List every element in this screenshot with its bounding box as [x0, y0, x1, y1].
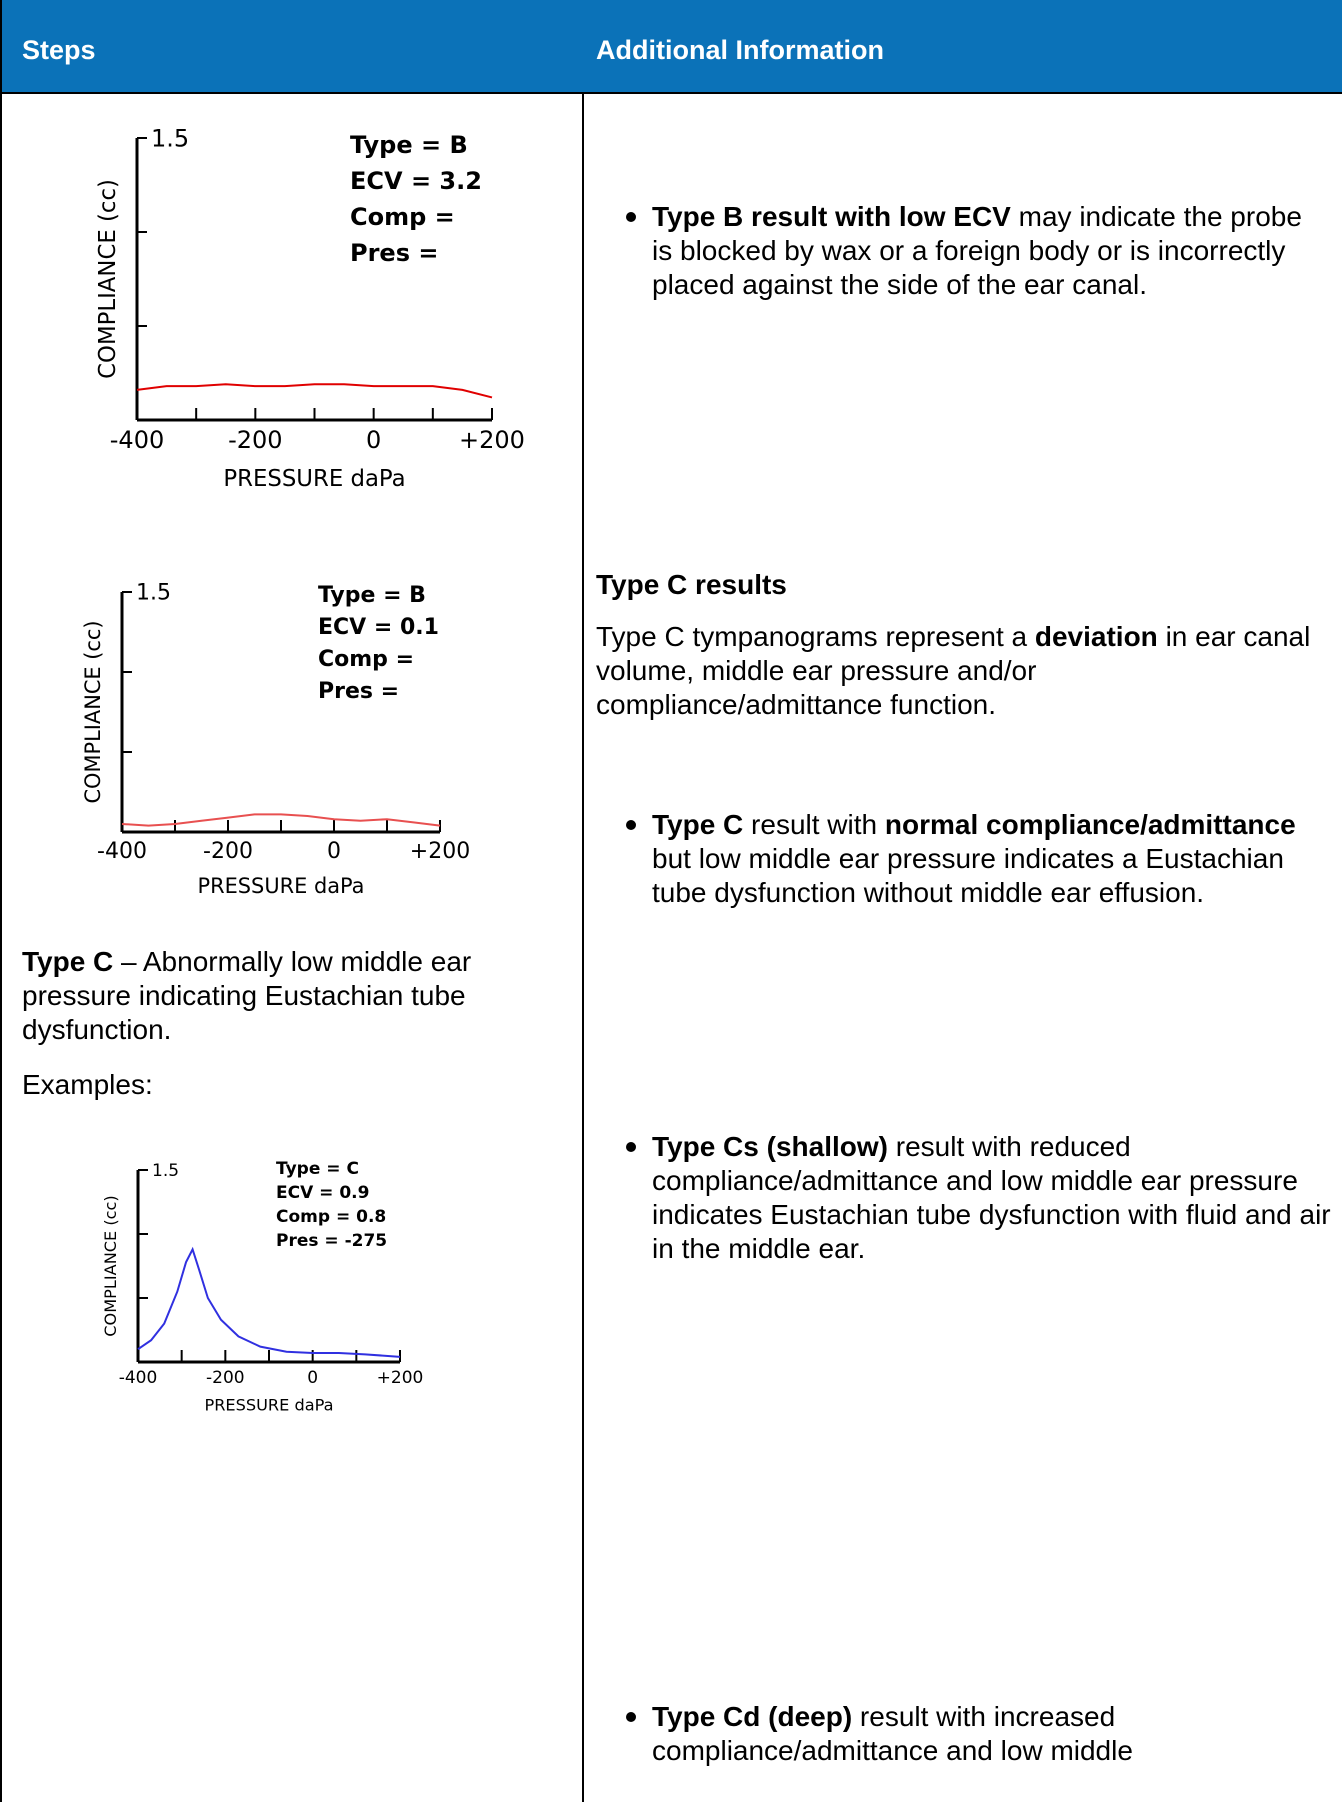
bullet-bold: Type Cs (shallow)	[652, 1131, 888, 1162]
bullet-bold-1: Type C	[652, 809, 744, 840]
bullet-text: result with increased compliance/admitta…	[652, 1701, 1133, 1766]
bullet-type-b-low-ecv: Type B result with low ECV may indicate …	[626, 200, 1322, 302]
chart-plot-area: -400 -200 0 +200 1.5 COMPLIANCE (cc) PRESSURE …	[101, 1159, 423, 1415]
type-c-intro: Type C tympanograms represent a deviatio…	[596, 620, 1326, 722]
series-line	[121, 813, 441, 827]
x-axis-label: PRESSURE daPa	[204, 1396, 333, 1415]
x-tick-label: -200	[228, 426, 282, 454]
bullet-bold: Type Cd (deep)	[652, 1701, 853, 1732]
intro-text-post: in ear canal volume, middle ear pressure…	[596, 621, 1311, 720]
bullet-dot	[626, 1712, 636, 1722]
bullet-dot	[626, 1142, 636, 1152]
series-line	[137, 1246, 401, 1358]
bullet-dot	[626, 212, 636, 222]
series-line	[136, 383, 493, 399]
x-tick-label: 0	[366, 426, 381, 454]
type-c-description-text: – Abnormally low middle ear pressure ind…	[22, 946, 472, 1045]
chart-info-line: Comp =	[350, 203, 455, 231]
bullet-text-1: result with	[743, 809, 885, 840]
bullet-text: result with reduced compliance/admittanc…	[652, 1131, 1331, 1264]
chart-info-line: Type = C	[276, 1159, 359, 1179]
x-axis-label: PRESSURE daPa	[223, 466, 405, 492]
x-tick-label: -400	[119, 1368, 158, 1388]
table-column-divider	[582, 92, 584, 1802]
y-max-label: 1.5	[136, 581, 171, 606]
type-c-results-heading: Type C results	[596, 569, 787, 600]
y-max-label: 1.5	[151, 124, 189, 152]
chart-info-line: Pres =	[318, 679, 399, 704]
chart-info-line: Pres = -275	[276, 1231, 387, 1251]
bullet-text-2: but low middle ear pressure indicates a …	[652, 843, 1284, 908]
bullet-type-cs-shallow: Type Cs (shallow) result with reduced co…	[626, 1130, 1332, 1266]
bullet-dot	[626, 820, 636, 830]
bullet-type-cd-deep: Type Cd (deep) result with increased com…	[626, 1700, 1322, 1768]
bullet-bold: Type B result with low ECV	[652, 201, 1011, 232]
intro-text-pre: Type C tympanograms represent a	[596, 621, 1035, 652]
x-tick-label: +200	[410, 839, 470, 864]
y-axis-label: COMPLIANCE (cc)	[95, 179, 121, 379]
intro-bold: deviation	[1034, 621, 1158, 652]
chart-info-line: ECV = 0.9	[276, 1183, 369, 1203]
header-additional-information: Additional Information	[596, 35, 884, 65]
header-divider	[0, 92, 1342, 94]
x-tick-label: +200	[459, 426, 525, 454]
chart-info-line: Pres =	[350, 239, 438, 267]
type-c-description: Type C – Abnormally low middle ear press…	[22, 945, 542, 1047]
header-steps: Steps	[22, 35, 96, 65]
chart-info-line: ECV = 3.2	[350, 167, 482, 195]
table-border-left	[0, 0, 2, 1802]
examples-label: Examples:	[22, 1069, 153, 1100]
chart-plot-area: -400 -200 0 +200 1.5 COMPLIANCE (cc) PRESSURE …	[81, 581, 470, 898]
x-tick-label: 0	[307, 1368, 318, 1388]
chart-info-line: ECV = 0.1	[318, 615, 439, 640]
chart-info-line: Comp = 0.8	[276, 1207, 386, 1227]
tympanogram-type-b-flat: -400 -200 0 +200 1.5 COMPLIANCE (cc) PRESSURE …	[81, 581, 470, 898]
type-c-label: Type C	[22, 946, 114, 977]
x-tick-label: -400	[110, 426, 164, 454]
x-tick-label: -200	[203, 839, 253, 864]
bullet-text: may indicate the probe is blocked by wax…	[652, 201, 1302, 300]
x-axis-label: PRESSURE daPa	[197, 874, 364, 898]
tympanogram-type-c-shallow: -400 -200 0 +200 1.5 COMPLIANCE (cc) PRESSURE …	[101, 1159, 423, 1415]
x-tick-label: 0	[327, 839, 341, 864]
bullet-bold-2: normal compliance/admittance	[884, 809, 1296, 840]
tympanogram-type-b-low-ecv: -400 -200 0 +200 1.5 COMPLIANCE (cc) PRESSURE …	[95, 124, 525, 492]
chart-plot-area: -400 -200 0 +200 1.5 COMPLIANCE (cc) PRESSURE …	[95, 124, 525, 492]
bullet-type-c-normal: Type C result with normal compliance/adm…	[626, 808, 1312, 910]
y-max-label: 1.5	[152, 1161, 179, 1181]
x-tick-label: -400	[97, 839, 147, 864]
chart-info-line: Type = B	[318, 583, 426, 608]
chart-info-line: Type = B	[350, 131, 468, 159]
table-header: Steps Additional Information	[0, 0, 1342, 92]
x-tick-label: +200	[377, 1368, 424, 1388]
x-tick-label: -200	[206, 1368, 245, 1388]
y-axis-label: COMPLIANCE (cc)	[81, 620, 105, 803]
y-axis-label: COMPLIANCE (cc)	[101, 1195, 120, 1336]
chart-info-line: Comp =	[318, 647, 414, 672]
